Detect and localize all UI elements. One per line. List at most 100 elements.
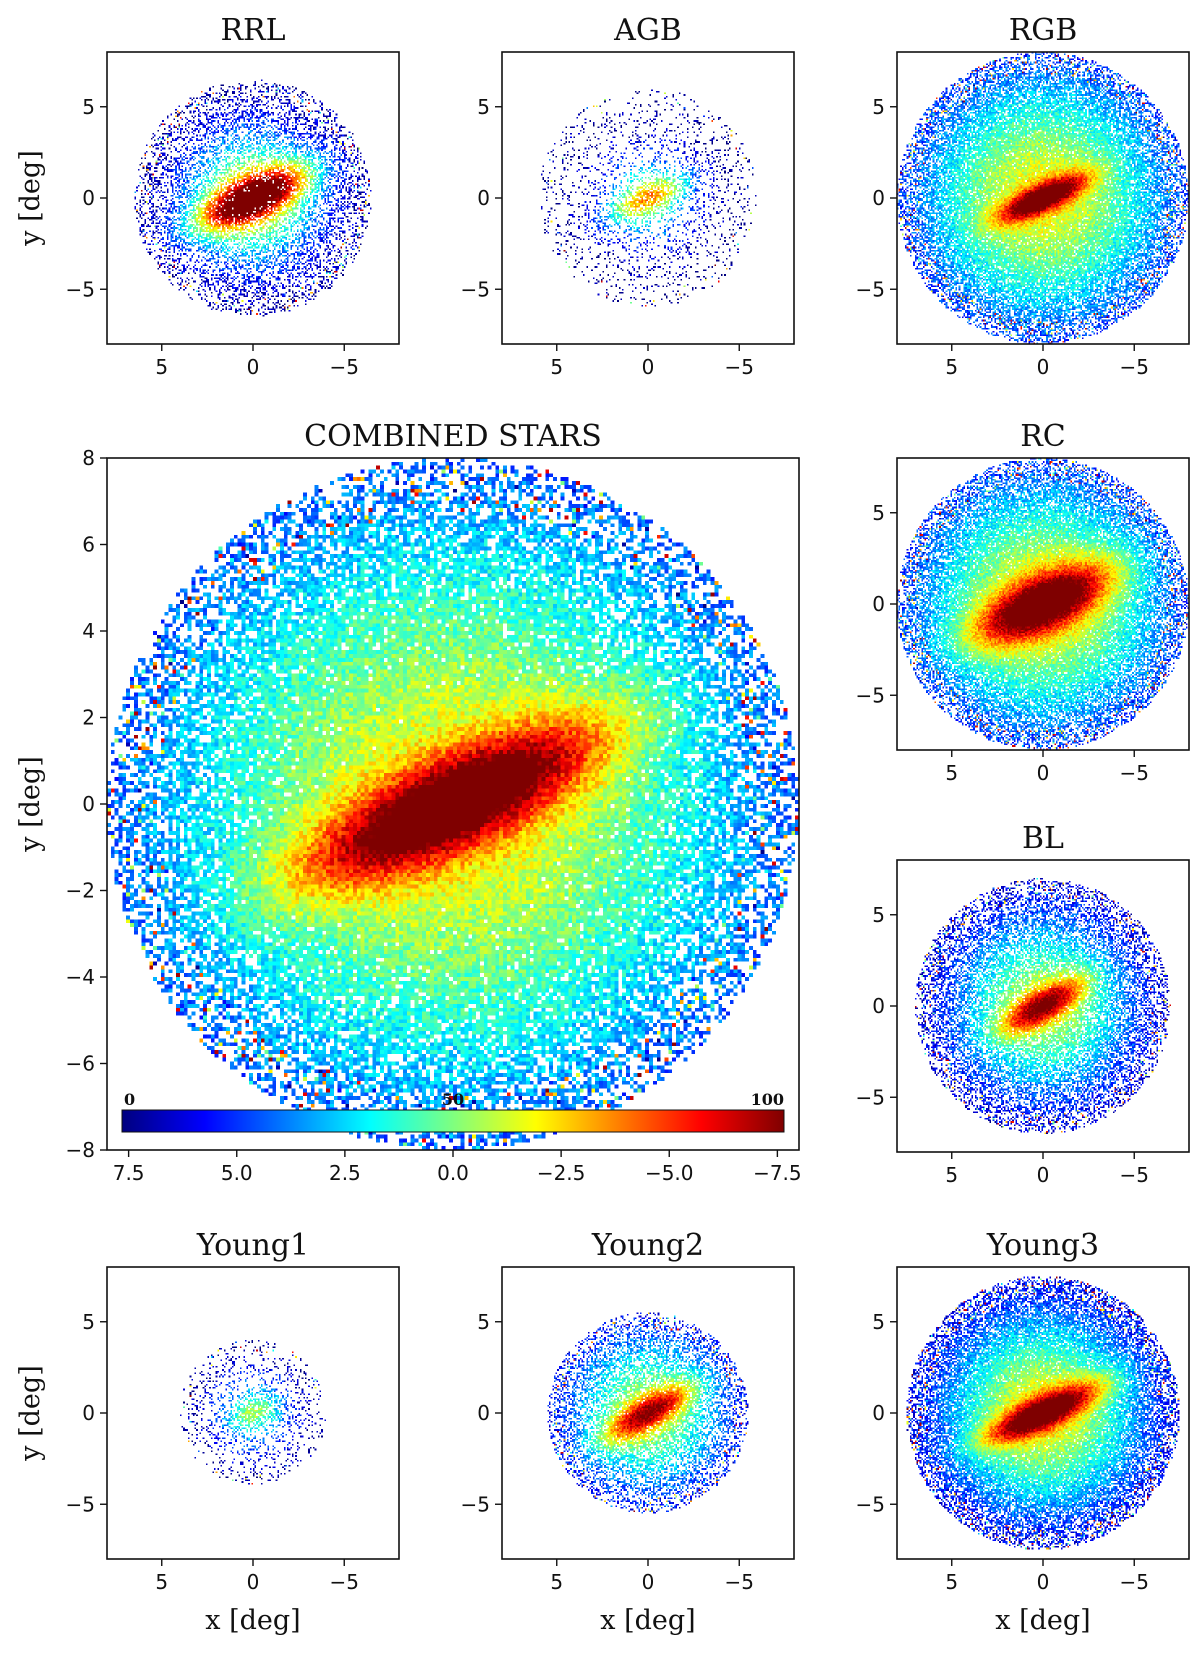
density-map bbox=[897, 52, 1189, 344]
y-tick-label: 5 bbox=[477, 95, 490, 119]
y-tick-label: −5 bbox=[856, 683, 885, 707]
x-axis-label: x [deg] bbox=[995, 1605, 1090, 1636]
colorbar-min-label: 0 bbox=[124, 1090, 135, 1109]
y-tick-label: −4 bbox=[66, 965, 95, 989]
y-tick-label: −5 bbox=[66, 1492, 95, 1516]
density-map bbox=[897, 1267, 1189, 1559]
y-axis-label: y [deg] bbox=[15, 1365, 46, 1461]
panel-young3: Young3 5 0 −5 5 0 −5 x [deg] bbox=[856, 1228, 1190, 1636]
x-tick-label: 5 bbox=[155, 355, 168, 379]
panel-agb: AGB 5 0 −5 5 0 −5 bbox=[461, 13, 795, 379]
colorbar: 0 50 100 bbox=[121, 1090, 785, 1133]
panel-rrl: RRL 5 0 −5 5 0 −5 y [deg] bbox=[15, 13, 400, 379]
y-tick-label: 0 bbox=[477, 186, 490, 210]
y-tick-label: 0 bbox=[477, 1401, 490, 1425]
x-tick-label: 5 bbox=[945, 1570, 958, 1594]
x-tick-label: −5 bbox=[725, 355, 754, 379]
y-tick-label: 0 bbox=[872, 186, 885, 210]
y-tick-label: 5 bbox=[477, 1310, 490, 1334]
panel-young2: Young2 5 0 −5 5 0 −5 x [deg] bbox=[461, 1228, 795, 1636]
y-tick-label: −5 bbox=[856, 1492, 885, 1516]
density-map bbox=[107, 458, 799, 1150]
x-tick-label: 0 bbox=[1037, 1163, 1050, 1187]
y-tick-label: 5 bbox=[82, 95, 95, 119]
x-tick-label: −5 bbox=[1120, 1570, 1149, 1594]
x-tick-label: −5 bbox=[1120, 355, 1149, 379]
x-tick-label: −5 bbox=[330, 355, 359, 379]
colorbar-mid-label: 50 bbox=[442, 1090, 464, 1109]
y-tick-label: 5 bbox=[872, 501, 885, 525]
panel-bl: BL 5 0 −5 5 0 −5 bbox=[856, 821, 1190, 1187]
x-axis-label: x [deg] bbox=[205, 1605, 300, 1636]
y-tick-label: 0 bbox=[82, 792, 95, 816]
x-tick-label: 0 bbox=[642, 1570, 655, 1594]
x-tick-label: 0.0 bbox=[437, 1161, 469, 1185]
x-tick-label: −5 bbox=[725, 1570, 754, 1594]
panel-young1: Young1 5 0 −5 5 0 −5 y [deg] x [deg] bbox=[15, 1228, 400, 1636]
y-tick-label: 0 bbox=[82, 186, 95, 210]
y-tick-label: 0 bbox=[872, 1401, 885, 1425]
x-tick-label: −5 bbox=[1120, 761, 1149, 785]
y-tick-label: −6 bbox=[66, 1052, 95, 1076]
y-tick-label: 0 bbox=[872, 592, 885, 616]
x-axis-label: x [deg] bbox=[600, 1605, 695, 1636]
y-tick-label: −5 bbox=[66, 277, 95, 301]
y-tick-label: −5 bbox=[461, 277, 490, 301]
y-tick-label: 0 bbox=[82, 1401, 95, 1425]
plot-title: Young3 bbox=[986, 1228, 1099, 1263]
x-tick-label: −7.5 bbox=[753, 1161, 802, 1185]
x-tick-label: 0 bbox=[1037, 1570, 1050, 1594]
x-tick-label: 0 bbox=[1037, 761, 1050, 785]
plot-title: Young2 bbox=[591, 1228, 704, 1263]
density-map bbox=[502, 52, 794, 344]
y-tick-label: 2 bbox=[82, 706, 95, 730]
panel-combined-stars: COMBINED STARS 7.5 5.0 2.5 0.0 −2.5 −5.0 −7.5 8 6… bbox=[15, 419, 802, 1185]
density-map bbox=[897, 860, 1189, 1152]
plot-title: BL bbox=[1022, 821, 1064, 856]
plot-title: Young1 bbox=[196, 1228, 309, 1263]
y-tick-label: −5 bbox=[856, 277, 885, 301]
panel-rc: RC 5 0 −5 5 0 −5 bbox=[856, 419, 1190, 785]
x-tick-label: −5 bbox=[1120, 1163, 1149, 1187]
x-tick-label: 5 bbox=[155, 1570, 168, 1594]
x-tick-label: 5 bbox=[945, 1163, 958, 1187]
x-tick-label: 7.5 bbox=[113, 1161, 145, 1185]
y-tick-label: −2 bbox=[66, 879, 95, 903]
plot-title: RGB bbox=[1009, 13, 1078, 48]
x-tick-label: 0 bbox=[1037, 355, 1050, 379]
y-tick-label: 5 bbox=[872, 1310, 885, 1334]
y-tick-label: 0 bbox=[872, 994, 885, 1018]
colorbar-max-label: 100 bbox=[751, 1090, 784, 1109]
y-tick-label: 4 bbox=[82, 619, 95, 643]
y-axis-label: y [deg] bbox=[15, 150, 46, 246]
y-tick-label: −5 bbox=[461, 1492, 490, 1516]
plot-title: COMBINED STARS bbox=[304, 419, 602, 454]
x-tick-label: 5 bbox=[945, 355, 958, 379]
density-map bbox=[897, 458, 1189, 750]
x-tick-label: −2.5 bbox=[537, 1161, 586, 1185]
x-tick-label: 5 bbox=[550, 355, 563, 379]
y-tick-label: 6 bbox=[82, 533, 95, 557]
x-tick-label: 0 bbox=[247, 355, 260, 379]
density-map bbox=[502, 1267, 794, 1559]
y-tick-label: −5 bbox=[856, 1085, 885, 1109]
plot-title: AGB bbox=[613, 13, 682, 48]
plot-title: RC bbox=[1020, 419, 1066, 454]
x-tick-label: −5 bbox=[330, 1570, 359, 1594]
x-tick-label: 0 bbox=[642, 355, 655, 379]
x-tick-label: 5 bbox=[945, 761, 958, 785]
colorbar-bar bbox=[121, 1109, 785, 1133]
y-tick-label: 8 bbox=[82, 446, 95, 470]
panel-rgb: RGB 5 0 −5 5 0 −5 bbox=[856, 13, 1190, 379]
x-tick-label: 5 bbox=[550, 1570, 563, 1594]
x-tick-label: 5.0 bbox=[221, 1161, 253, 1185]
x-tick-label: 0 bbox=[247, 1570, 260, 1594]
density-map bbox=[107, 52, 399, 344]
y-tick-label: −8 bbox=[66, 1138, 95, 1162]
y-axis-label: y [deg] bbox=[15, 756, 46, 852]
x-tick-label: 2.5 bbox=[329, 1161, 361, 1185]
density-map bbox=[107, 1267, 399, 1559]
y-tick-label: 5 bbox=[872, 903, 885, 927]
